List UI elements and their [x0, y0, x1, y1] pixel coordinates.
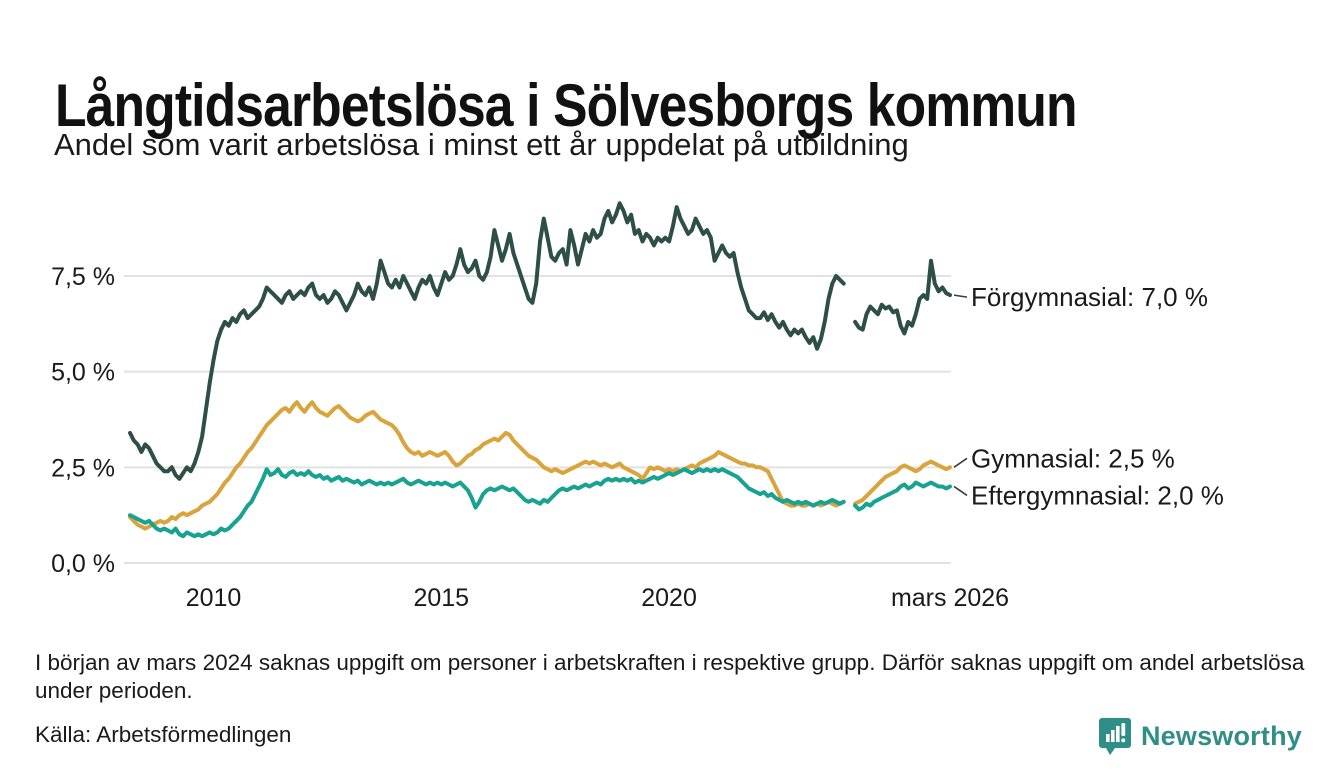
y-axis-tick-label: 7,5 %	[51, 263, 115, 291]
series-end-label-gymnasial: Gymnasial: 2,5 %	[971, 443, 1175, 473]
newsworthy-branding: Newsworthy	[1098, 716, 1302, 756]
series-line-förgymnasial	[128, 201, 846, 481]
series-line-eftergymnasial	[853, 480, 952, 512]
newsworthy-logo-text: Newsworthy	[1140, 720, 1302, 751]
x-axis-tick-label: mars 2026	[891, 584, 1009, 612]
x-axis-tick-label: 2010	[186, 584, 242, 612]
series-line-förgymnasial	[853, 258, 952, 336]
y-axis-tick-label: 0,0 %	[51, 550, 115, 578]
newsworthy-logo-icon	[1098, 718, 1131, 755]
chart-subtitle: Andel som varit arbetslösa i minst ett å…	[54, 127, 909, 162]
x-axis-tick-label: 2020	[641, 584, 697, 612]
source-note: Källa: Arbetsförmedlingen	[35, 722, 292, 747]
x-axis-tick-label: 2015	[413, 584, 469, 612]
series-line-gymnasial	[128, 400, 846, 531]
label-leader-line	[953, 457, 968, 468]
series-line-eftergymnasial	[128, 467, 846, 539]
series-line-gymnasial	[853, 459, 952, 506]
page-title-text: Långtidsarbetslösa i Sölvesborgs kommun	[55, 72, 1077, 140]
y-axis-tick-label: 2,5 %	[51, 454, 115, 482]
label-leader-line	[953, 485, 968, 497]
page-title: Långtidsarbetslösa i Sölvesborgs kommun	[55, 76, 1243, 136]
label-leader-line	[953, 294, 968, 298]
series-end-label-eftergymnasial: Eftergymnasial: 2,0 %	[971, 480, 1224, 510]
y-axis-tick-label: 5,0 %	[51, 359, 115, 387]
chart-footnote: I början av mars 2024 saknas uppgift om …	[35, 650, 1305, 703]
series-end-label-förgymnasial: Förgymnasial: 7,0 %	[971, 282, 1208, 312]
